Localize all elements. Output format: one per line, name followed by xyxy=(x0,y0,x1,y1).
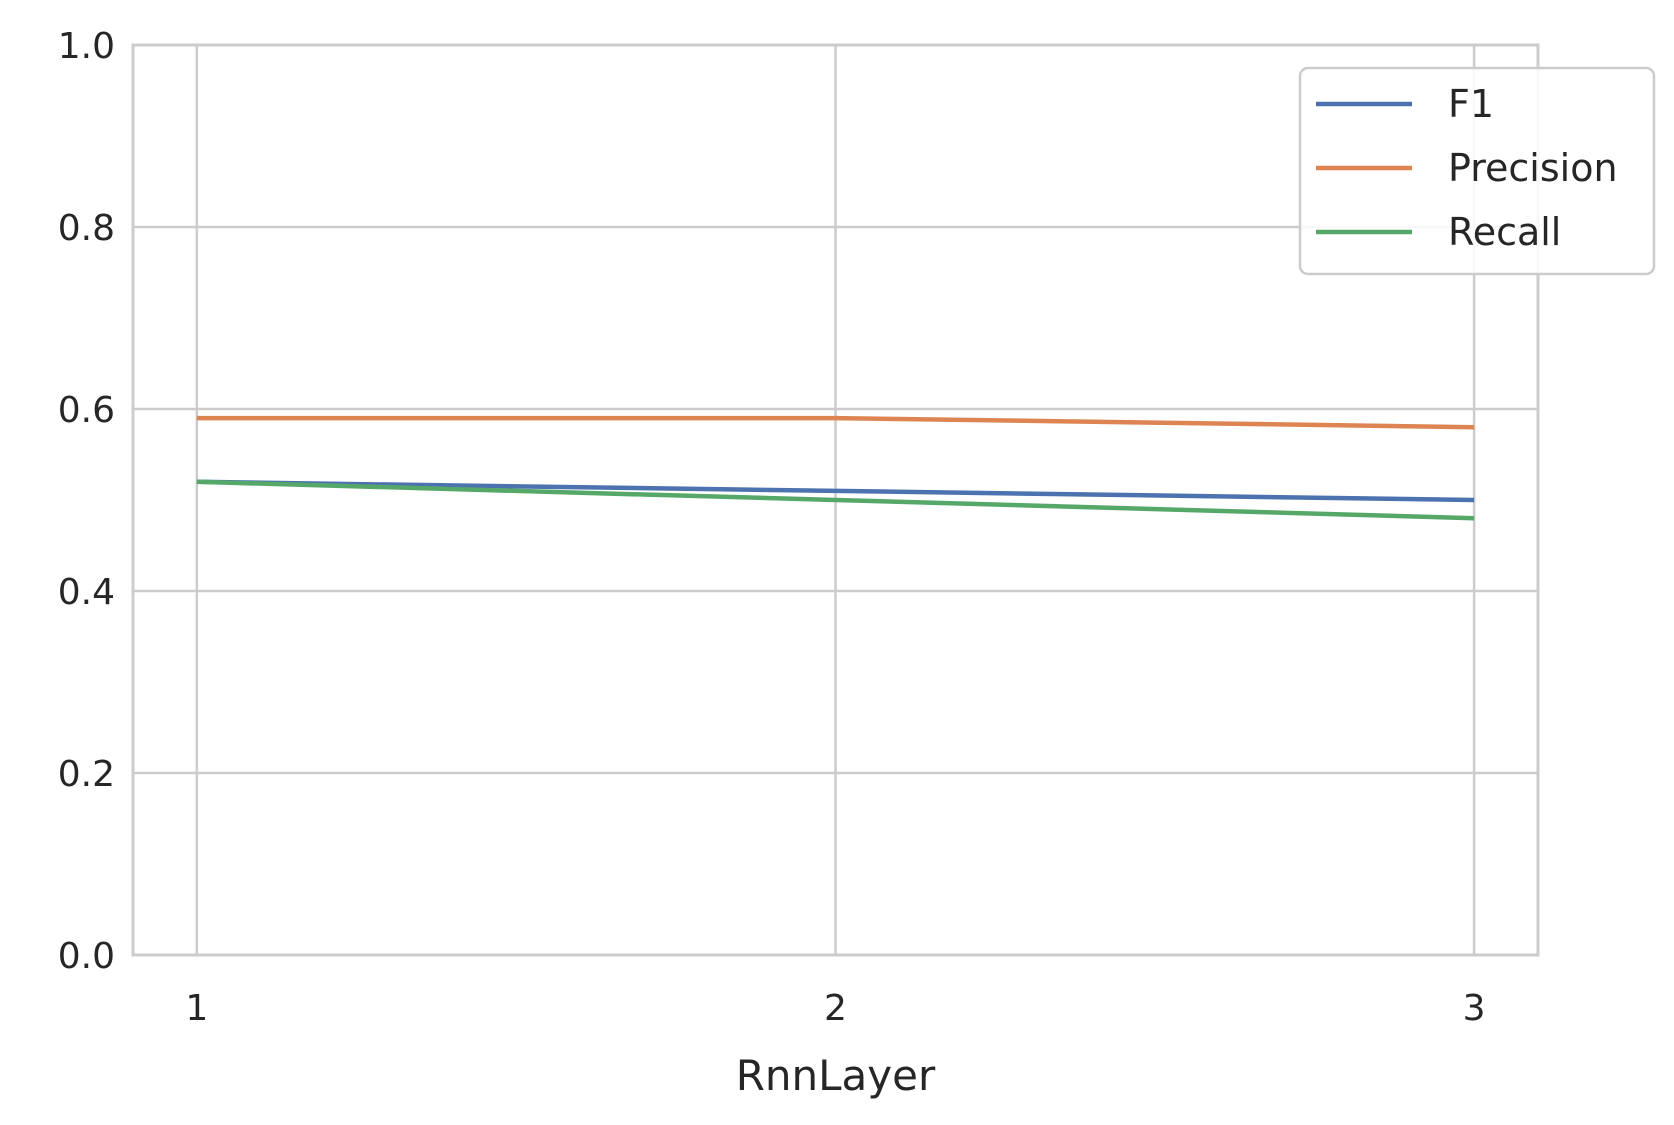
x-tick-label: 3 xyxy=(1463,988,1486,1029)
legend: F1 Precision Recall xyxy=(1298,66,1656,276)
plot-border xyxy=(131,43,1540,957)
y-tick-label: 1.0 xyxy=(58,26,115,67)
y-tick-label: 0.2 xyxy=(58,754,115,795)
legend-box xyxy=(1298,66,1656,276)
series-line-f1 xyxy=(196,479,1475,503)
y-tick-labels: 0.0 0.2 0.4 0.6 0.8 1.0 xyxy=(58,26,115,977)
y-tick-label: 0.8 xyxy=(58,208,115,249)
series-lines xyxy=(196,415,1475,521)
legend-label-precision: Precision xyxy=(1448,146,1618,190)
legend-label-recall: Recall xyxy=(1448,210,1561,254)
x-tick-label: 2 xyxy=(824,988,847,1029)
y-tick-label: 0.6 xyxy=(58,390,115,431)
plot-frame xyxy=(131,43,1540,957)
x-tick-label: 1 xyxy=(185,988,208,1029)
series-line-recall xyxy=(196,479,1475,521)
y-tick-label: 0.0 xyxy=(58,936,115,977)
x-axis-label: RnnLayer xyxy=(736,1051,936,1100)
y-tick-label: 0.4 xyxy=(58,572,115,613)
legend-label-f1: F1 xyxy=(1448,82,1494,126)
series-line-precision xyxy=(196,415,1475,430)
x-tick-labels: 1 2 3 xyxy=(185,988,1485,1029)
